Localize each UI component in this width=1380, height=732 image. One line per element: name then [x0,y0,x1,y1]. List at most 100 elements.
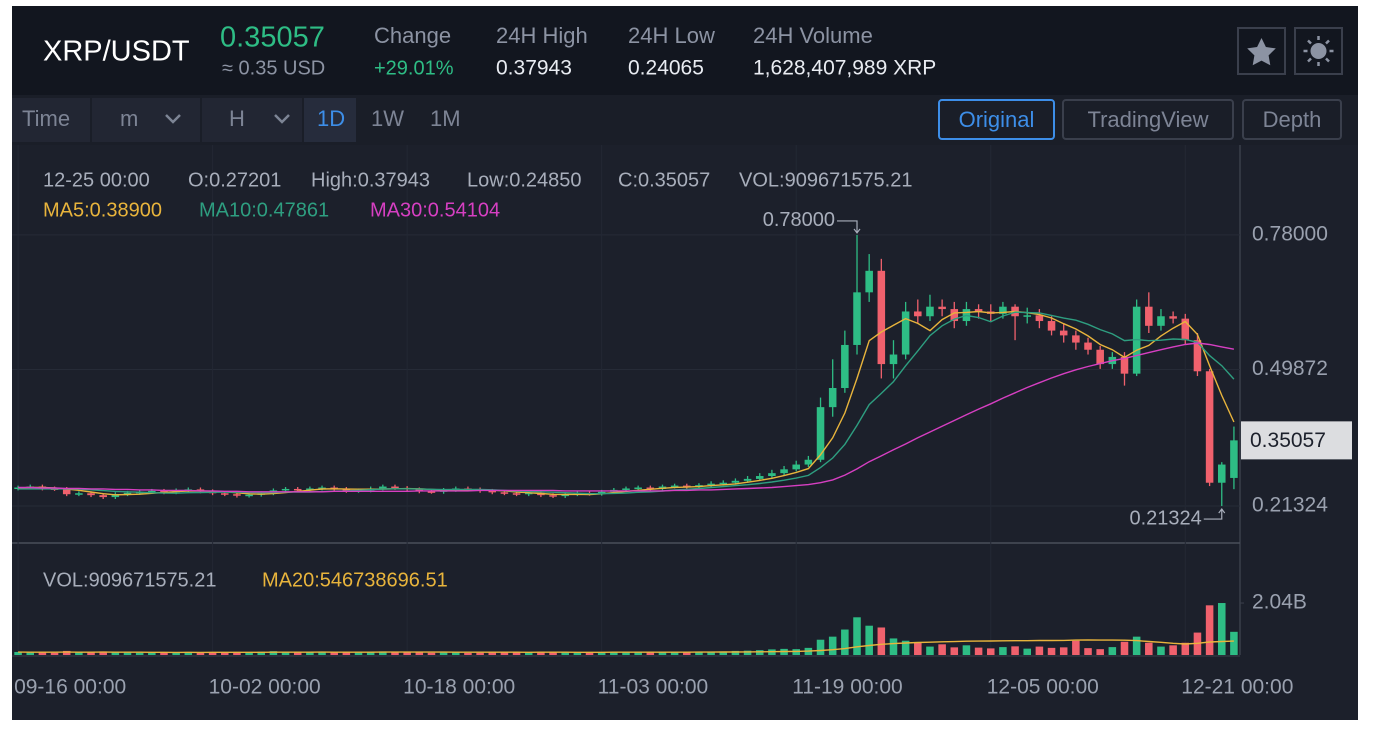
max-pointer [837,220,861,234]
candle-body [914,311,922,317]
candle-body [87,493,95,496]
candle-body [780,469,788,474]
view-label[interactable]: Original [959,107,1035,132]
candle-body [841,344,849,389]
view-label[interactable]: TradingView [1087,107,1208,132]
volume-bar [439,652,448,655]
volume-bar [974,647,983,655]
hour-tab[interactable] [202,98,302,142]
volume-ma-legend: MA20:546738696.51 [262,569,448,591]
stat-value: 1,628,407,989 XRP [753,57,936,80]
candle-body [865,270,873,293]
volume-bar [75,652,83,655]
volume-bar [38,652,47,655]
view-button[interactable] [938,99,1055,140]
candle-body [999,306,1007,314]
volume-bar [476,652,484,655]
min-pointer [1203,508,1226,520]
volume-bar [111,652,120,655]
button-border [1237,27,1286,75]
volume-bar [318,651,326,655]
volume-bar [233,651,241,655]
volume-bar [330,652,338,655]
header-bar [12,6,1358,95]
candle-body [816,407,825,460]
last-price-box [1241,421,1352,460]
volume-bar [658,651,667,655]
candle-body [670,485,679,488]
ohlc-info: High:0.37943 [311,169,430,191]
x-tick-label: 11-03 00:00 [598,676,709,699]
favorite-button[interactable] [1237,27,1286,75]
candle-body [342,488,351,491]
x-tick-label: 12-21 00:00 [1181,676,1293,699]
candle-body [901,311,910,355]
volume-bar [221,652,229,655]
candle-body [828,388,837,408]
volume-bar [622,651,630,655]
volume-bar [610,651,618,655]
volume-bar [512,651,521,655]
volume-bar [926,646,934,655]
y-tick-label: 2.04B [1252,591,1307,614]
volume-bar [950,647,959,655]
minute-tab[interactable] [92,98,200,142]
candle-body [1205,371,1214,483]
volume-bar [1035,646,1044,655]
candle-body [391,486,399,489]
volume-bar [14,651,22,655]
view-button[interactable] [1242,99,1342,140]
view-button[interactable] [1062,99,1234,140]
candle-body [1169,316,1177,319]
candle-body [245,494,253,497]
volume-bar [1132,636,1141,655]
grid [12,145,1244,655]
volume-bar [1072,640,1080,655]
candle-body [1047,321,1056,331]
ohlc-info: Low:0.24850 [467,169,582,191]
day-tab-bg[interactable] [304,98,356,142]
stat-value: 0.24065 [628,57,704,80]
volume-bar [1205,605,1214,655]
volume-bar [707,651,715,655]
candle-body [743,478,752,481]
candle-body [1193,340,1202,372]
interval[interactable]: 1D [317,106,345,131]
volume-bar [1120,641,1129,655]
volume-bar [415,652,424,655]
legend-entry: MA30:0.54104 [370,199,500,221]
stat-label: Change [374,23,451,48]
candle-body [123,492,132,495]
interval[interactable]: 1M [430,106,461,131]
volume-bar [670,652,679,655]
candle-body [877,270,886,365]
time-tab[interactable] [12,98,90,142]
min-label: 0.21324 [1129,507,1201,529]
volume-bar [537,651,545,655]
hour-select[interactable]: H [229,106,245,131]
volume-bar [1157,646,1165,655]
volume-bar [1108,647,1117,655]
x-tick-label: 11-19 00:00 [792,676,903,699]
price-usd: ≈ 0.35 USD [222,57,325,79]
ma-line [18,342,1235,493]
time-label[interactable]: Time [22,106,70,131]
stat-value: +29.01% [374,57,454,79]
stat-value: 0.37943 [496,57,572,80]
volume-bar [1096,649,1104,655]
candle-body [111,494,120,498]
y-tick-label: 0.21324 [1252,494,1328,517]
candle-body [1145,306,1153,326]
minute-select[interactable]: m [120,106,138,131]
theme-button[interactable] [1294,27,1343,75]
candle-body [379,486,387,489]
volume-bar [695,651,703,655]
volume-bar [1084,648,1092,655]
candle-body [160,490,168,493]
volume-bar [646,652,655,655]
sun-icon [1310,43,1327,59]
view-label[interactable]: Depth [1263,107,1322,132]
volume-bar [561,652,569,655]
candle-body [500,492,509,494]
interval[interactable]: 1W [371,106,404,131]
